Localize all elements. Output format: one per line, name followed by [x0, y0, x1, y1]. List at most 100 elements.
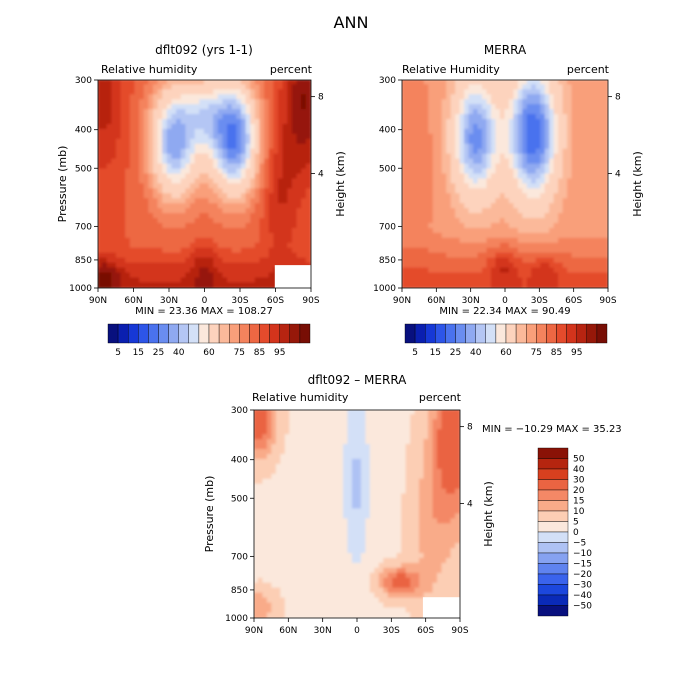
colorbar-label: 15	[133, 348, 144, 358]
colorbar-swatch	[537, 510, 569, 522]
y-axis-label-right: Height (km)	[482, 481, 495, 547]
y-ticks: 300 400 500 700 850 1000	[373, 76, 402, 294]
y-ticks: 300 400 500 700 850 1000	[69, 76, 98, 294]
colorbar-swatch	[127, 323, 139, 344]
heatmap-field	[254, 410, 460, 618]
colorbar-swatch	[148, 323, 159, 344]
colorbar-swatch	[218, 323, 230, 344]
colorbar-swatch	[485, 323, 497, 344]
y-right-tick-label: 8	[467, 423, 473, 433]
x-tick-label: 90N	[393, 296, 411, 306]
y-right-tick-label: 4	[467, 500, 473, 510]
colorbar-swatch	[537, 500, 569, 512]
colorbar-swatch	[537, 458, 569, 470]
x-tick-label: 0	[354, 626, 360, 636]
colorbar-label: −5	[573, 539, 586, 549]
colorbar-swatch	[537, 552, 569, 564]
y-tick-label: 850	[231, 586, 248, 596]
colorbar-swatch	[178, 323, 189, 344]
colorbar-swatch	[435, 323, 446, 344]
colorbar-swatch	[404, 323, 416, 344]
x-tick-label: 30S	[531, 296, 548, 306]
colorbar-label: 25	[450, 348, 461, 358]
min-max-stats: MIN = 22.34 MAX = 90.49	[439, 306, 570, 317]
y-tick-label: 500	[75, 164, 92, 174]
colorbar-swatch	[576, 323, 588, 344]
colorbar-swatch	[566, 323, 577, 344]
subtitle-left: Relative humidity	[252, 391, 349, 404]
x-tick-label: 90S	[599, 296, 616, 306]
min-max-stats: MIN = 23.36 MAX = 108.27	[135, 306, 273, 317]
colorbar-swatch	[515, 323, 527, 344]
x-tick-label: 60S	[417, 626, 434, 636]
colorbar-swatch	[537, 479, 569, 491]
colorbar-swatch	[445, 323, 456, 344]
colorbar-label: −20	[573, 570, 592, 580]
colorbar-label: −50	[573, 602, 592, 612]
colorbar-swatch	[475, 323, 487, 344]
colorbar: 5 15 25 40 60 75 85 95	[107, 323, 311, 358]
panel-model: dflt092 (yrs 1-1) Relative humidity perc…	[56, 43, 347, 358]
y-tick-label: 300	[231, 406, 248, 416]
colorbar-label: 95	[571, 348, 582, 358]
y-tick-label: 500	[231, 494, 248, 504]
x-tick-label: 60S	[267, 296, 284, 306]
panel-title: dflt092 (yrs 1-1)	[155, 43, 253, 57]
min-max-stats: MIN = −10.29 MAX = 35.23	[482, 424, 622, 435]
colorbar-swatch	[536, 323, 547, 344]
colorbar-swatch	[537, 573, 569, 585]
colorbar-label: 0	[573, 528, 579, 538]
colorbar-label: −10	[573, 549, 592, 559]
y-tick-label: 850	[75, 256, 92, 266]
y-tick-label: 1000	[225, 614, 248, 624]
colorbar-swatch	[526, 323, 537, 344]
x-tick-label: 30S	[231, 296, 248, 306]
subtitle-left: Relative humidity	[101, 63, 198, 76]
subtitle-left: Relative Humidity	[402, 63, 500, 76]
colorbar-swatch	[505, 323, 517, 344]
x-tick-label: 90S	[302, 296, 319, 306]
colorbar-label: 25	[153, 348, 164, 358]
colorbar-swatch	[198, 323, 210, 344]
x-tick-label: 90S	[451, 626, 468, 636]
colorbar-swatch	[537, 594, 569, 606]
y-tick-label: 700	[379, 222, 396, 232]
y-tick-label: 850	[379, 256, 396, 266]
colorbar-swatch	[537, 605, 569, 617]
y-tick-label: 400	[231, 456, 248, 466]
y-ticks-right: 84	[608, 93, 621, 180]
colorbar-swatch	[239, 323, 250, 344]
x-ticks: 90N 60N 30N 0 30S 60S 90S	[89, 288, 320, 306]
panel-merra: MERRA Relative Humidity percent 90N 60N 30…	[373, 43, 644, 358]
colorbar-swatch	[537, 531, 569, 543]
colorbar-swatch	[289, 323, 301, 344]
colorbar-swatch	[537, 447, 569, 459]
colorbar-label: 5	[573, 518, 579, 528]
colorbar-label: 40	[470, 348, 482, 358]
subtitle-right: percent	[419, 391, 462, 404]
y-right-tick-label: 4	[615, 170, 621, 180]
colorbar-swatch	[586, 323, 598, 344]
x-tick-label: 30N	[462, 296, 480, 306]
colorbar-swatch	[208, 323, 220, 344]
colorbar-swatch	[537, 542, 569, 554]
colorbar-swatch	[596, 323, 608, 344]
colorbar-swatch	[269, 323, 280, 344]
x-tick-label: 60N	[279, 626, 297, 636]
colorbar-swatch	[425, 323, 436, 344]
y-right-tick-label: 8	[615, 93, 621, 103]
colorbar-label: 15	[573, 497, 584, 507]
panel-title: dflt092 – MERRA	[308, 373, 408, 387]
panel-difference: dflt092 – MERRA Relative humidity percen…	[203, 373, 622, 636]
colorbar-swatch	[546, 323, 557, 344]
colorbar-label: 30	[573, 476, 585, 486]
x-tick-label: 0	[202, 296, 208, 306]
y-right-tick-label: 4	[318, 170, 324, 180]
y-tick-label: 1000	[69, 284, 92, 294]
colorbar-swatch	[228, 323, 240, 344]
y-tick-label: 1000	[373, 284, 396, 294]
colorbar-swatch	[414, 323, 426, 344]
y-ticks: 300 400 500 700 850 1000	[225, 406, 254, 624]
colorbar-swatch	[259, 323, 270, 344]
